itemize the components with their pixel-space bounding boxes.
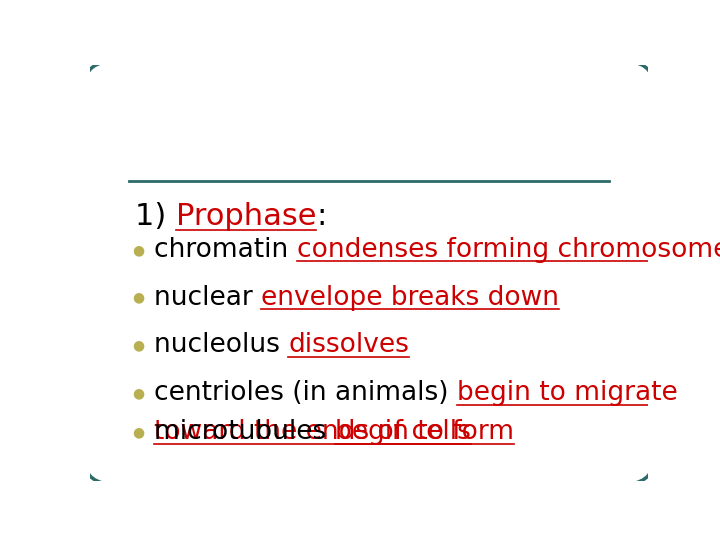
Text: microtubules: microtubules	[154, 420, 335, 446]
Text: toward the ends of cells: toward the ends of cells	[154, 420, 471, 446]
Text: chromatin: chromatin	[154, 237, 297, 263]
Text: begin to form: begin to form	[335, 420, 514, 446]
Text: :: :	[316, 202, 326, 231]
Text: ●: ●	[132, 426, 144, 440]
Text: begin to migrate: begin to migrate	[457, 380, 678, 406]
Text: ●: ●	[132, 291, 144, 305]
Text: 1): 1)	[135, 202, 176, 231]
Text: nuclear: nuclear	[154, 285, 261, 310]
Text: condenses forming chromosomes: condenses forming chromosomes	[297, 237, 720, 263]
Text: ●: ●	[132, 339, 144, 353]
Text: ●: ●	[132, 243, 144, 257]
Text: envelope breaks down: envelope breaks down	[261, 285, 559, 310]
Text: Prophase: Prophase	[176, 202, 316, 231]
Text: nucleolus: nucleolus	[154, 333, 289, 359]
FancyBboxPatch shape	[84, 60, 654, 485]
Text: centrioles (in animals): centrioles (in animals)	[154, 380, 457, 406]
Text: dissolves: dissolves	[289, 333, 409, 359]
Text: ●: ●	[132, 386, 144, 400]
